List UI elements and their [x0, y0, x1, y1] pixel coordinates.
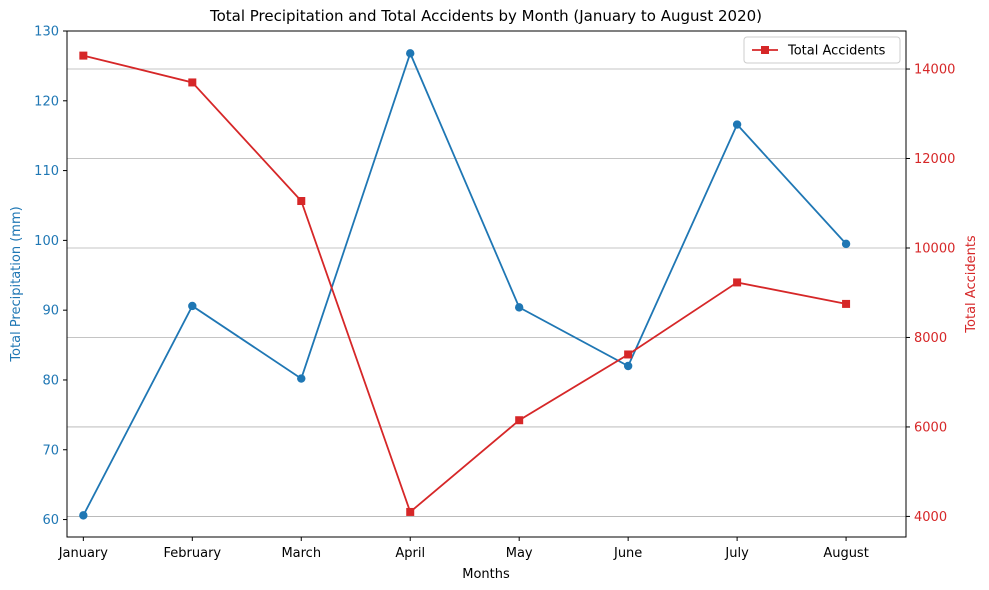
- x-tick-label: June: [613, 546, 642, 561]
- data-point: [297, 197, 306, 206]
- right-y-tick-label: 14000: [914, 63, 955, 78]
- right-y-tick-label: 12000: [914, 152, 955, 167]
- left-y-tick-label: 100: [34, 234, 59, 249]
- left-y-tick-label: 80: [42, 373, 59, 388]
- x-tick-label: February: [164, 546, 222, 561]
- data-point: [79, 51, 88, 60]
- data-point: [624, 350, 633, 359]
- data-point: [406, 507, 415, 516]
- left-y-tick-label: 110: [34, 164, 59, 179]
- data-point: [515, 416, 524, 425]
- x-tick-label: May: [506, 546, 533, 561]
- x-tick-label: July: [724, 546, 749, 561]
- right-y-tick-label: 10000: [914, 241, 955, 256]
- grid-lines: [67, 68, 906, 517]
- data-point: [297, 374, 306, 383]
- right-y-tick-label: 8000: [914, 331, 947, 346]
- left-y-tick-label: 60: [42, 513, 59, 528]
- series-line: [83, 54, 847, 514]
- plot-frame: [66, 30, 907, 538]
- series-line: [82, 50, 847, 516]
- x-tick-label: March: [281, 546, 321, 561]
- data-point: [188, 301, 197, 311]
- data-point: [732, 120, 742, 129]
- x-tick-label: August: [823, 546, 869, 561]
- legend-marker: [761, 46, 769, 54]
- legend-box: [743, 36, 901, 64]
- x-tick-label: January: [58, 546, 109, 561]
- axes: January February March April May June July Augu…: [34, 25, 955, 562]
- left-y-tick-label: 120: [34, 94, 59, 109]
- data-point: [79, 511, 88, 520]
- right-y-tick-label: 4000: [914, 510, 947, 525]
- series-layer: [79, 49, 851, 520]
- data-point: [514, 303, 524, 312]
- x-tick-label: April: [395, 546, 425, 561]
- data-point: [188, 78, 197, 87]
- left-y-axis-title: Total Precipitation (mm): [9, 206, 24, 362]
- right-y-tick-label: 6000: [914, 420, 947, 435]
- right-y-axis-title: Total Accidents: [964, 235, 979, 334]
- left-y-tick-label: 70: [42, 443, 59, 458]
- legend: Total Accidents: [743, 36, 901, 64]
- data-point: [841, 239, 851, 249]
- data-point: [733, 278, 742, 287]
- data-point: [623, 361, 633, 371]
- data-point: [842, 299, 851, 308]
- legend-label: Total Accidents: [787, 44, 886, 59]
- x-axis-title: Months: [462, 567, 510, 582]
- chart-title: Total Precipitation and Total Accidents …: [209, 7, 762, 25]
- left-y-tick-label: 90: [42, 304, 59, 319]
- left-y-tick-label: 130: [34, 25, 59, 40]
- data-point: [406, 49, 415, 58]
